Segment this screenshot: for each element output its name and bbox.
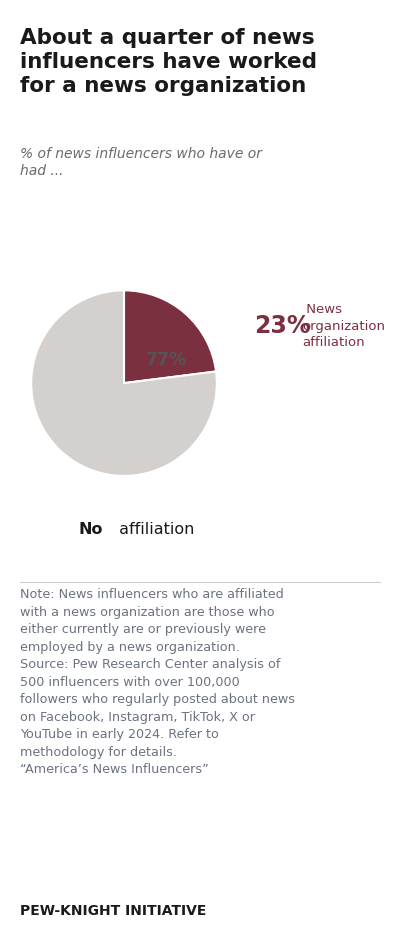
Text: 77%: 77% bbox=[146, 351, 187, 369]
Text: 23%: 23% bbox=[254, 314, 310, 339]
Text: News
organization
affiliation: News organization affiliation bbox=[302, 304, 385, 349]
Text: About a quarter of news
influencers have worked
for a news organization: About a quarter of news influencers have… bbox=[20, 28, 317, 96]
Text: Note: News influencers who are affiliated
with a news organization are those who: Note: News influencers who are affiliate… bbox=[20, 588, 295, 777]
Text: PEW-KNIGHT INITIATIVE: PEW-KNIGHT INITIATIVE bbox=[20, 903, 206, 918]
Text: % of news influencers who have or
had ...: % of news influencers who have or had ..… bbox=[20, 147, 262, 179]
Text: No: No bbox=[78, 522, 102, 537]
Text: affiliation: affiliation bbox=[114, 522, 194, 537]
Wedge shape bbox=[124, 290, 216, 383]
Wedge shape bbox=[31, 290, 217, 476]
